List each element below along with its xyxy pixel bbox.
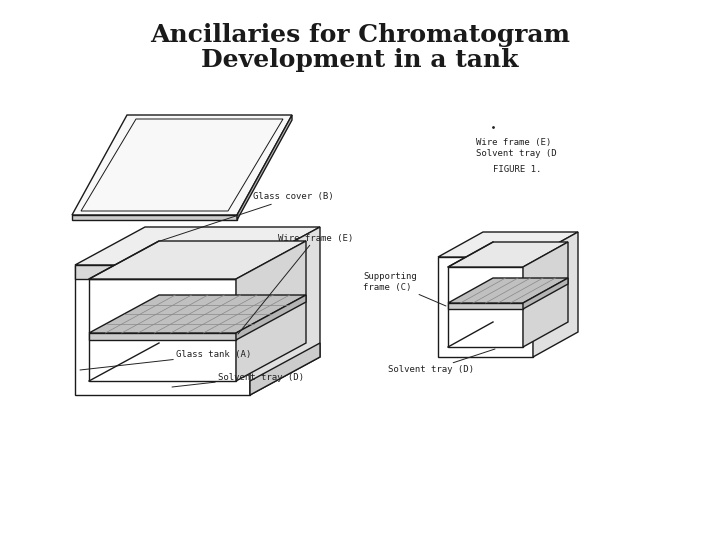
Text: Supporting
frame (C): Supporting frame (C) xyxy=(363,272,446,306)
Polygon shape xyxy=(438,257,533,357)
Text: Development in a tank: Development in a tank xyxy=(202,48,518,72)
Text: Solvent tray (D): Solvent tray (D) xyxy=(172,373,304,387)
Polygon shape xyxy=(89,295,306,333)
Polygon shape xyxy=(448,242,568,267)
Text: Glass cover (B): Glass cover (B) xyxy=(160,192,333,241)
Polygon shape xyxy=(438,232,578,257)
Polygon shape xyxy=(523,278,568,309)
Polygon shape xyxy=(533,232,578,357)
Text: Glass tank (A): Glass tank (A) xyxy=(80,350,251,370)
Polygon shape xyxy=(89,333,236,340)
Polygon shape xyxy=(448,278,568,303)
Text: FIGURE 1.: FIGURE 1. xyxy=(493,165,541,173)
Polygon shape xyxy=(236,241,306,381)
Polygon shape xyxy=(523,242,568,347)
Polygon shape xyxy=(448,267,523,347)
Polygon shape xyxy=(237,115,292,220)
Text: Ancillaries for Chromatogram: Ancillaries for Chromatogram xyxy=(150,23,570,47)
Polygon shape xyxy=(75,265,250,279)
Polygon shape xyxy=(75,227,320,265)
Polygon shape xyxy=(236,295,306,340)
Polygon shape xyxy=(89,241,306,279)
Polygon shape xyxy=(89,279,236,381)
Text: Wire frame (E): Wire frame (E) xyxy=(476,138,552,146)
Text: Solvent tray (D): Solvent tray (D) xyxy=(388,349,495,375)
Polygon shape xyxy=(75,265,250,395)
Polygon shape xyxy=(250,227,320,395)
Polygon shape xyxy=(448,303,523,309)
Polygon shape xyxy=(250,343,320,395)
Text: Solvent tray (D: Solvent tray (D xyxy=(476,150,557,159)
Text: Wire frame (E): Wire frame (E) xyxy=(238,233,354,334)
Polygon shape xyxy=(72,115,292,215)
Polygon shape xyxy=(72,215,237,220)
